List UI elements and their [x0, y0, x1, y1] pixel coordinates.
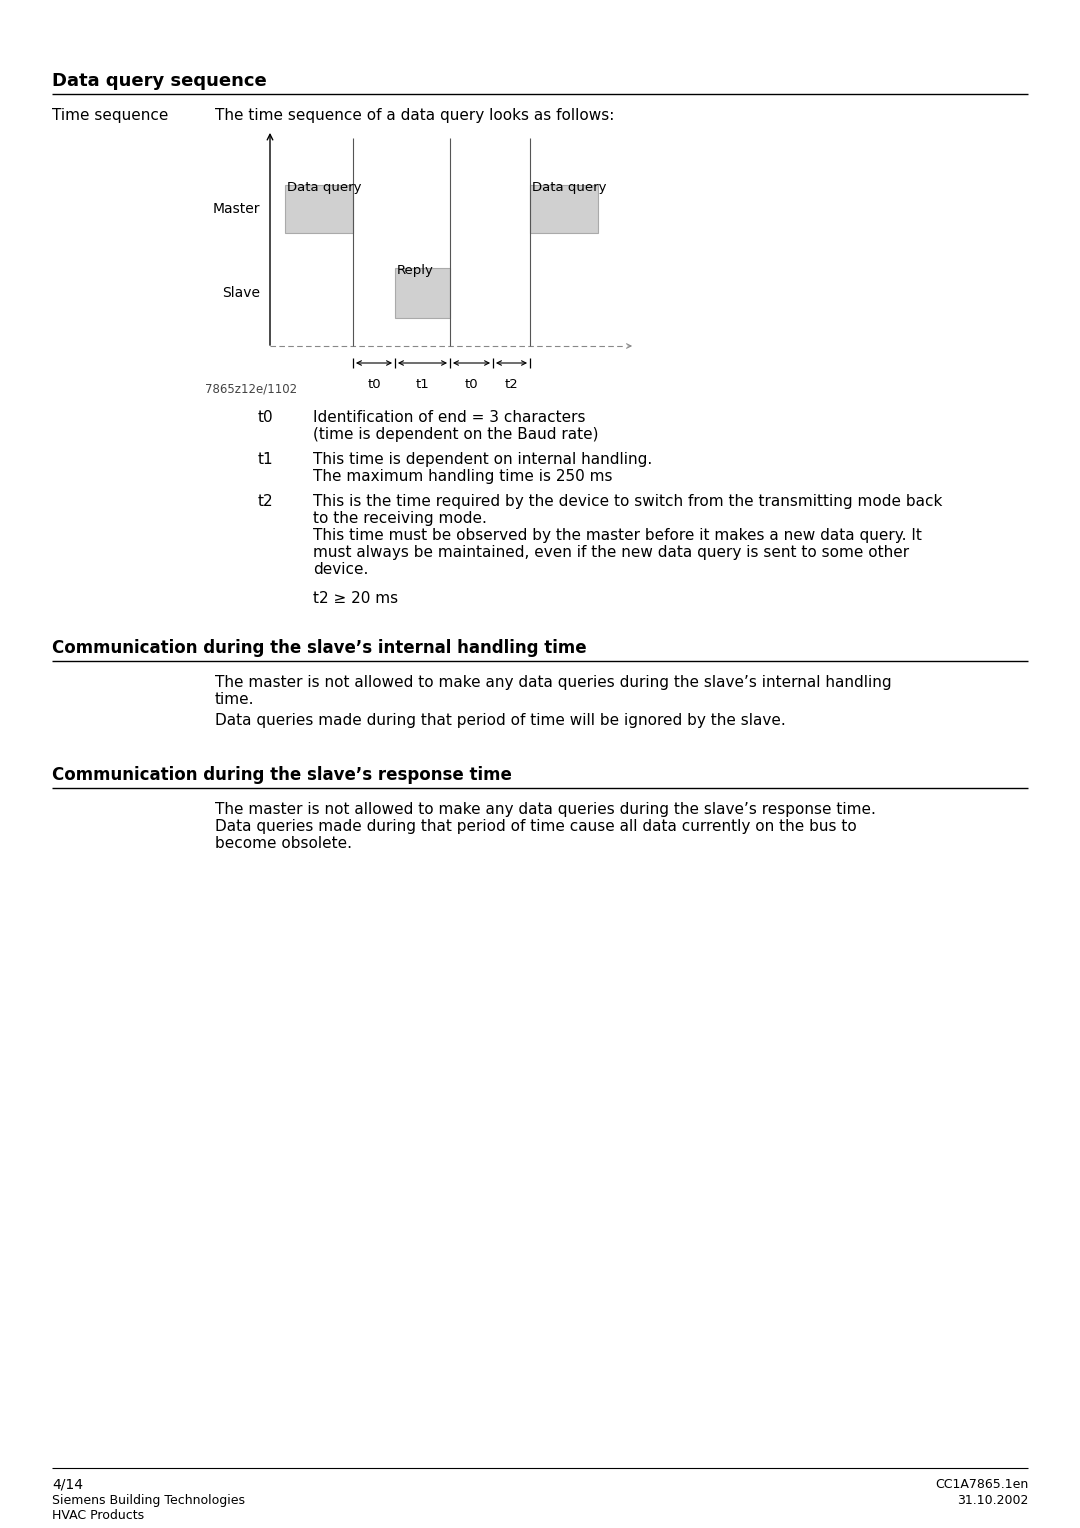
Text: Identification of end = 3 characters: Identification of end = 3 characters [313, 410, 585, 425]
Text: Slave: Slave [222, 286, 260, 299]
Text: Time sequence: Time sequence [52, 108, 168, 122]
Text: CC1A7865.1en: CC1A7865.1en [935, 1478, 1028, 1491]
Text: Master: Master [213, 202, 260, 215]
Text: device.: device. [313, 562, 368, 578]
Text: Data queries made during that period of time cause all data currently on the bus: Data queries made during that period of … [215, 819, 856, 834]
Text: to the receiving mode.: to the receiving mode. [313, 510, 487, 526]
Bar [285, 185, 353, 232]
Text: t0: t0 [464, 377, 478, 391]
Text: Communication during the slave’s response time: Communication during the slave’s respons… [52, 766, 512, 784]
Text: t2 ≥ 20 ms: t2 ≥ 20 ms [313, 591, 399, 607]
Text: t2: t2 [258, 494, 273, 509]
Text: Data query: Data query [287, 180, 362, 194]
Text: This time is dependent on internal handling.: This time is dependent on internal handl… [313, 452, 652, 468]
Text: Data queries made during that period of time will be ignored by the slave.: Data queries made during that period of … [215, 714, 786, 727]
Text: t0: t0 [367, 377, 381, 391]
Text: t2: t2 [504, 377, 518, 391]
Text: (time is dependent on the Baud rate): (time is dependent on the Baud rate) [313, 426, 598, 442]
Bar [395, 267, 450, 318]
Text: Data query: Data query [532, 180, 607, 194]
Text: The master is not allowed to make any data queries during the slave’s response t: The master is not allowed to make any da… [215, 802, 876, 817]
Text: The maximum handling time is 250 ms: The maximum handling time is 250 ms [313, 469, 612, 484]
Text: t0: t0 [258, 410, 273, 425]
Text: This time must be observed by the master before it makes a new data query. It: This time must be observed by the master… [313, 529, 922, 542]
Text: time.: time. [215, 692, 255, 707]
Text: t1: t1 [416, 377, 430, 391]
Text: The time sequence of a data query looks as follows:: The time sequence of a data query looks … [215, 108, 615, 122]
Text: 31.10.2002: 31.10.2002 [957, 1494, 1028, 1507]
Text: This is the time required by the device to switch from the transmitting mode bac: This is the time required by the device … [313, 494, 943, 509]
Text: Communication during the slave’s internal handling time: Communication during the slave’s interna… [52, 639, 586, 657]
Text: Siemens Building Technologies: Siemens Building Technologies [52, 1494, 245, 1507]
Text: The master is not allowed to make any data queries during the slave’s internal h: The master is not allowed to make any da… [215, 675, 892, 691]
Text: become obsolete.: become obsolete. [215, 836, 352, 851]
Text: must always be maintained, even if the new data query is sent to some other: must always be maintained, even if the n… [313, 545, 909, 559]
Text: Reply: Reply [397, 264, 434, 277]
Text: 4/14: 4/14 [52, 1478, 83, 1491]
Bar [530, 185, 598, 232]
Text: HVAC Products: HVAC Products [52, 1510, 144, 1522]
Text: 7865z12e/1102: 7865z12e/1102 [205, 384, 297, 396]
Text: Data query sequence: Data query sequence [52, 72, 267, 90]
Text: t1: t1 [258, 452, 273, 468]
